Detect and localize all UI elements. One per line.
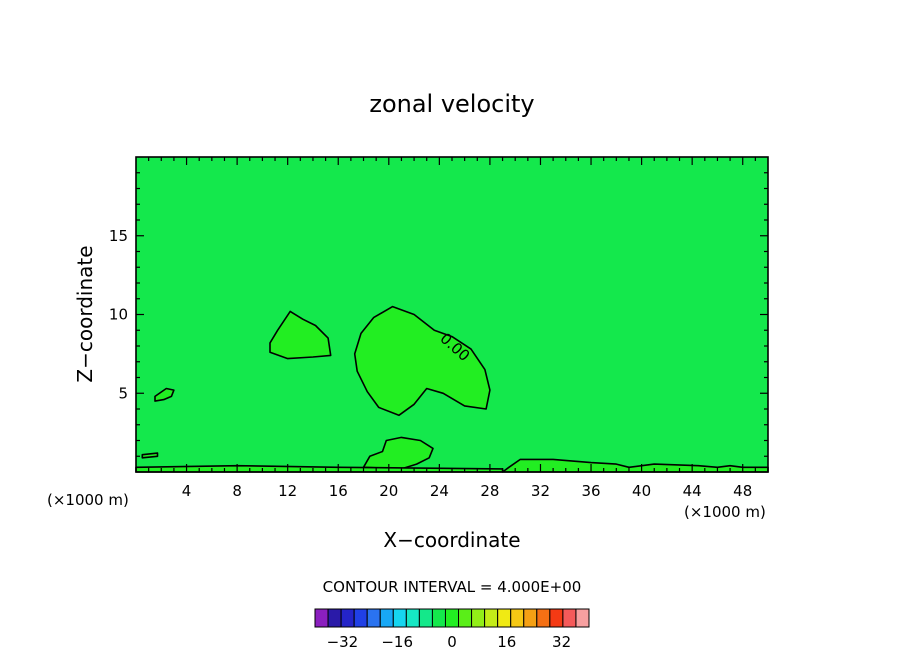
x-axis-label: X−coordinate (383, 528, 520, 552)
y-axis: 5 10 15 (109, 172, 768, 457)
colorbar-swatch (575, 608, 590, 628)
contour-interval-caption: CONTOUR INTERVAL = 4.000E+00 (323, 578, 582, 596)
plot-area: 0.00 (135, 156, 769, 473)
contour-region (141, 452, 159, 459)
colorbar-swatch (458, 608, 473, 628)
colorbar-swatch (484, 608, 499, 628)
colorbar-swatch (497, 608, 512, 628)
contour-region (154, 387, 175, 402)
colorbar-swatch (405, 608, 420, 628)
x-tick-label: 8 (232, 482, 242, 500)
colorbar-swatch (510, 608, 525, 628)
colorbar-swatch (392, 608, 407, 628)
x-tick-label: 24 (430, 482, 449, 500)
colorbar-swatch (444, 608, 460, 628)
colorbar-swatch (431, 608, 446, 628)
colorbar: −32 −16 0 16 32 (314, 608, 590, 651)
colorbar-swatch (471, 608, 486, 628)
colorbar-tick-label: −32 (327, 633, 359, 651)
colorbar-tick-label: −16 (381, 633, 413, 651)
x-tick-label: 4 (182, 482, 192, 500)
colorbar-swatch (562, 608, 577, 628)
x-tick-label: 28 (480, 482, 499, 500)
x-tick-label: 36 (581, 482, 600, 500)
plot-background (136, 157, 768, 472)
x-axis: 4 8 12 16 20 24 28 32 36 40 44 48 (148, 157, 756, 500)
colorbar-swatch (523, 608, 538, 628)
colorbar-swatch (340, 608, 355, 628)
colorbar-swatch (327, 608, 342, 628)
y-axis-label: Z−coordinate (73, 245, 97, 382)
x-tick-label: 40 (632, 482, 651, 500)
contour-region (269, 310, 332, 360)
colorbar-swatch (379, 608, 394, 628)
chart-title: zonal velocity (369, 90, 534, 118)
contour-region (353, 305, 491, 417)
colorbar-swatch (314, 608, 329, 628)
colorbar-swatch (366, 608, 381, 628)
colorbar-swatch (418, 608, 433, 628)
x-tick-label: 48 (733, 482, 752, 500)
x-tick-label: 16 (329, 482, 348, 500)
y-tick-label: 15 (109, 227, 128, 245)
colorbar-tick-label: 32 (552, 633, 571, 651)
x-tick-label: 12 (278, 482, 297, 500)
colorbar-swatch (353, 608, 368, 628)
x-unit-right: (×1000 m) (684, 503, 766, 521)
colorbar-tick-label: 0 (447, 633, 457, 651)
x-tick-label: 44 (683, 482, 702, 500)
x-unit-left: (×1000 m) (47, 491, 129, 509)
colorbar-tick-label: 16 (497, 633, 516, 651)
contour-region (362, 436, 434, 470)
colorbar-swatch (536, 608, 551, 628)
y-tick-label: 5 (118, 384, 128, 402)
x-tick-label: 32 (531, 482, 550, 500)
colorbar-swatch (549, 608, 564, 628)
y-tick-label: 10 (109, 306, 128, 324)
x-tick-label: 20 (379, 482, 398, 500)
